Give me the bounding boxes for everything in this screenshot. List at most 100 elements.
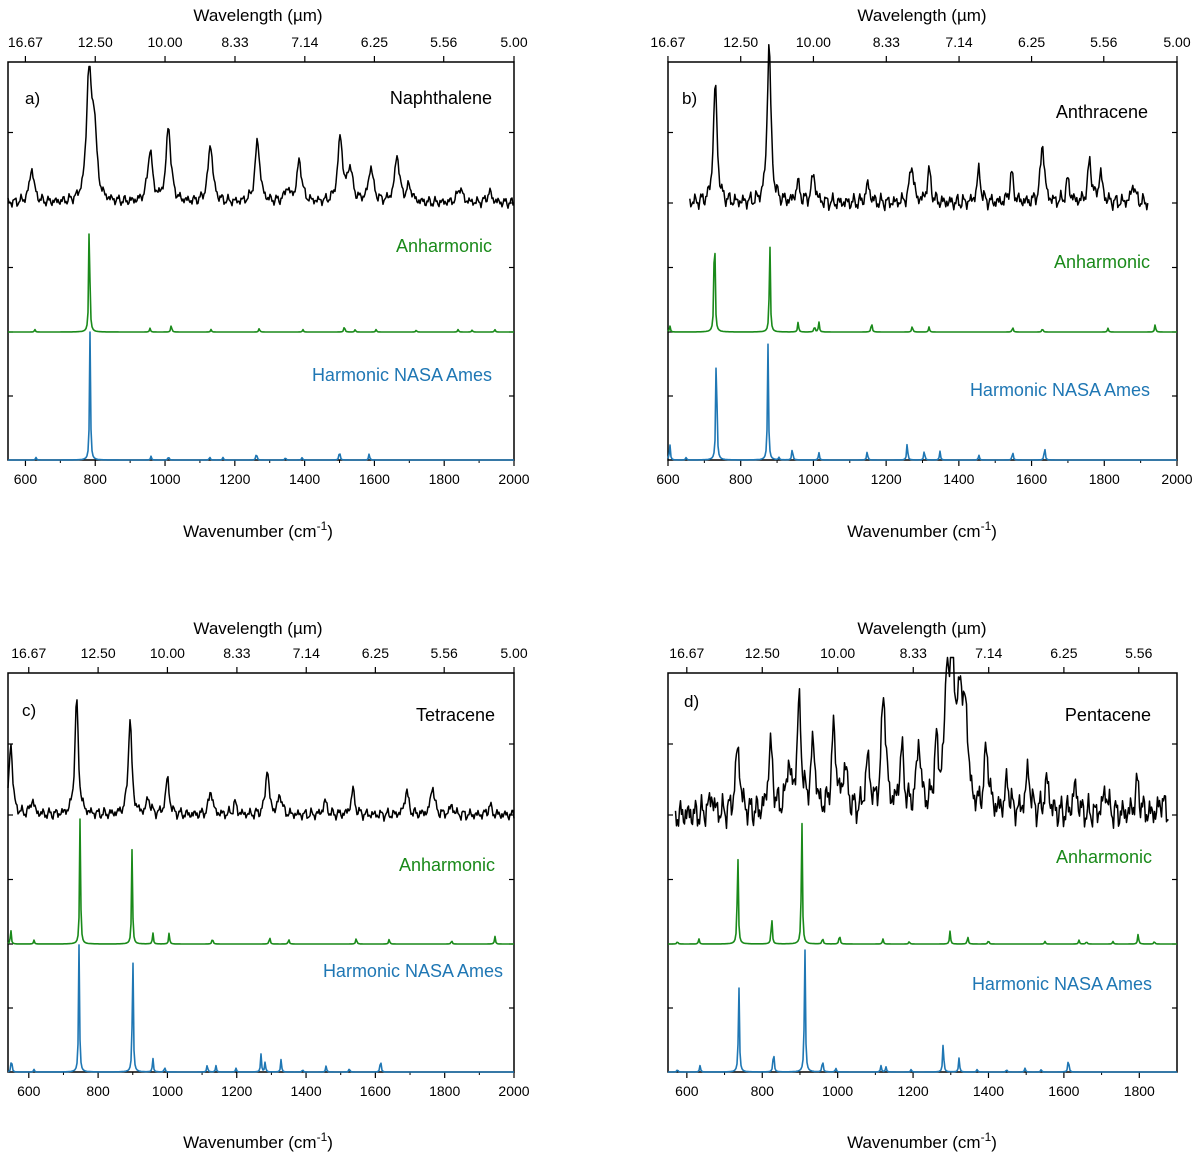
top-axis-title: Wavelength (µm) — [857, 6, 986, 25]
bottom-tick-label: 800 — [729, 471, 753, 487]
top-tick-label: 16.67 — [650, 34, 685, 50]
bottom-tick-label: 1800 — [429, 1083, 460, 1099]
top-tick-label: 10.00 — [796, 34, 831, 50]
top-tick-label: 6.25 — [361, 34, 388, 50]
harmonic-label: Harmonic NASA Ames — [312, 365, 492, 385]
panel-label: d) — [684, 692, 699, 711]
top-tick-label: 6.25 — [1018, 34, 1045, 50]
top-tick-label: 16.67 — [11, 645, 46, 661]
anharmonic-label: Anharmonic — [1054, 252, 1150, 272]
bottom-tick-label: 1600 — [359, 471, 390, 487]
bottom-tick-label: 1400 — [289, 471, 320, 487]
top-tick-label: 7.14 — [945, 34, 972, 50]
top-tick-label: 7.14 — [293, 645, 320, 661]
molecule-label: Anthracene — [1056, 102, 1148, 122]
experimental-trace — [7, 65, 515, 209]
bottom-tick-label: 1600 — [360, 1083, 391, 1099]
top-axis-title: Wavelength (µm) — [857, 619, 986, 638]
top-axis-title: Wavelength (µm) — [193, 6, 322, 25]
plot-frame — [7, 61, 515, 461]
bottom-tick-label: 1000 — [822, 1083, 853, 1099]
top-tick-label: 5.56 — [1090, 34, 1117, 50]
panel-tetracene: Wavelength (µm) Wavenumber (cm-1) c) Tet… — [7, 619, 530, 1152]
top-tick-label: 12.50 — [745, 645, 780, 661]
bottom-tick-label: 600 — [17, 1083, 41, 1099]
experimental-trace — [7, 699, 515, 822]
bottom-tick-label: 600 — [675, 1083, 699, 1099]
anharmonic-trace — [668, 822, 1177, 945]
harmonic-label: Harmonic NASA Ames — [323, 961, 503, 981]
bottom-tick-label: 1000 — [798, 471, 829, 487]
bottom-tick-label: 1000 — [149, 471, 180, 487]
harmonic-label: Harmonic NASA Ames — [970, 380, 1150, 400]
top-tick-label: 12.50 — [81, 645, 116, 661]
top-tick-label: 12.50 — [723, 34, 758, 50]
top-tick-label: 5.56 — [431, 645, 458, 661]
molecule-label: Naphthalene — [390, 88, 492, 108]
harmonic-label: Harmonic NASA Ames — [972, 974, 1152, 994]
top-axis-title: Wavelength (µm) — [193, 619, 322, 638]
experimental-trace — [674, 656, 1169, 830]
bottom-tick-label: 1200 — [897, 1083, 928, 1099]
bottom-tick-label: 1200 — [219, 471, 250, 487]
plot-frame — [7, 672, 515, 1073]
anharmonic-trace — [8, 233, 514, 333]
bottom-axis-title: Wavenumber (cm-1) — [847, 1130, 997, 1152]
experimental-trace — [689, 44, 1149, 212]
bottom-tick-label: 1400 — [290, 1083, 321, 1099]
bottom-tick-label: 1200 — [221, 1083, 252, 1099]
top-tick-label: 5.56 — [430, 34, 457, 50]
bottom-tick-label: 1600 — [1016, 471, 1047, 487]
harmonic-trace — [668, 949, 1177, 1073]
bottom-tick-label: 1600 — [1048, 1083, 1079, 1099]
bottom-tick-label: 800 — [86, 1083, 110, 1099]
top-tick-label: 8.33 — [223, 645, 250, 661]
bottom-axis-title: Wavenumber (cm-1) — [183, 519, 333, 541]
panel-label: b) — [682, 89, 697, 108]
top-tick-label: 7.14 — [291, 34, 318, 50]
bottom-tick-label: 1800 — [1124, 1083, 1155, 1099]
top-tick-label: 10.00 — [150, 645, 185, 661]
bottom-axis-title: Wavenumber (cm-1) — [183, 1130, 333, 1152]
top-tick-label: 5.00 — [500, 34, 527, 50]
bottom-tick-label: 2000 — [1161, 471, 1192, 487]
top-tick-label: 16.67 — [669, 645, 704, 661]
top-tick-label: 8.33 — [221, 34, 248, 50]
panel-naphthalene: Wavelength (µm) Wavenumber (cm-1) a) Nap… — [7, 6, 530, 541]
bottom-tick-label: 1000 — [152, 1083, 183, 1099]
bottom-tick-label: 1800 — [1089, 471, 1120, 487]
top-tick-label: 6.25 — [362, 645, 389, 661]
harmonic-trace — [7, 944, 514, 1073]
bottom-tick-label: 1800 — [429, 471, 460, 487]
anharmonic-label: Anharmonic — [396, 236, 492, 256]
top-tick-label: 8.33 — [873, 34, 900, 50]
anharmonic-label: Anharmonic — [399, 855, 495, 875]
panel-pentacene: Wavelength (µm) Wavenumber (cm-1) d) Pen… — [667, 619, 1178, 1152]
top-tick-label: 6.25 — [1050, 645, 1077, 661]
plot-frame — [667, 672, 1178, 1073]
anharmonic-label: Anharmonic — [1056, 847, 1152, 867]
bottom-tick-label: 1200 — [871, 471, 902, 487]
bottom-tick-label: 800 — [84, 471, 108, 487]
top-tick-label: 16.67 — [8, 34, 43, 50]
anharmonic-trace — [667, 246, 1177, 333]
molecule-label: Pentacene — [1065, 705, 1151, 725]
top-tick-label: 5.56 — [1125, 645, 1152, 661]
bottom-tick-label: 600 — [656, 471, 680, 487]
bottom-tick-label: 2000 — [498, 471, 529, 487]
top-tick-label: 5.00 — [1163, 34, 1190, 50]
panel-label: c) — [22, 701, 36, 720]
top-tick-label: 5.00 — [500, 645, 527, 661]
molecule-label: Tetracene — [416, 705, 495, 725]
top-tick-label: 8.33 — [900, 645, 927, 661]
top-tick-label: 12.50 — [78, 34, 113, 50]
bottom-axis-title: Wavenumber (cm-1) — [847, 519, 997, 541]
panel-label: a) — [25, 89, 40, 108]
harmonic-trace — [667, 343, 1177, 461]
top-tick-label: 7.14 — [975, 645, 1002, 661]
top-tick-label: 10.00 — [820, 645, 855, 661]
anharmonic-trace — [7, 818, 514, 945]
bottom-tick-label: 2000 — [498, 1083, 529, 1099]
panel-anthracene: Wavelength (µm) Wavenumber (cm-1) b) Ant… — [650, 6, 1192, 541]
